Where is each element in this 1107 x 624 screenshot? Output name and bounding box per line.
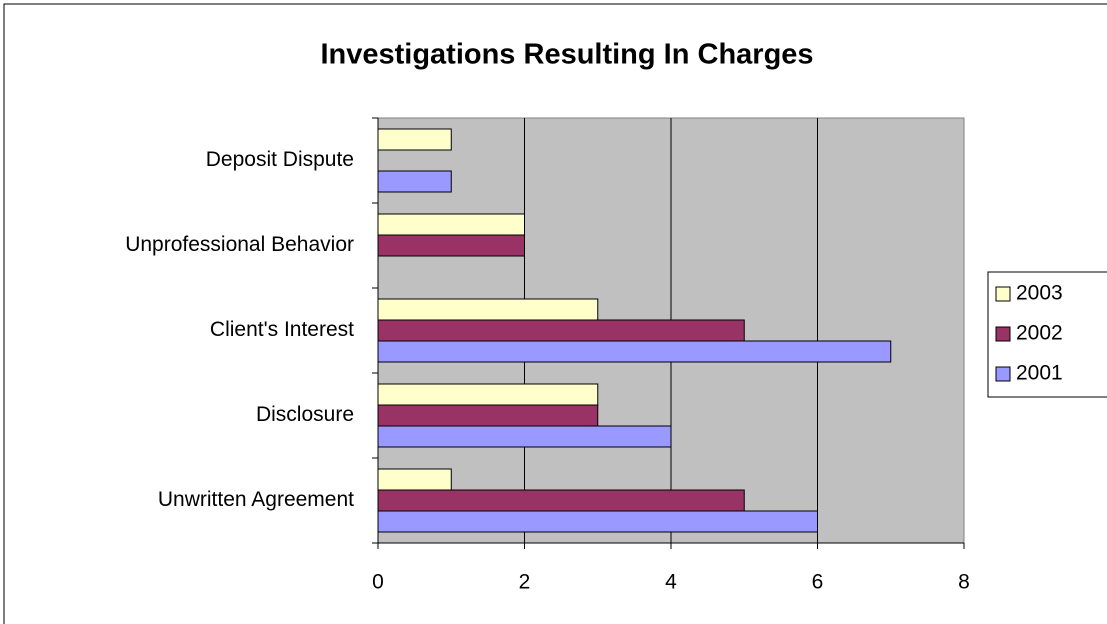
y-tick-label: Unwritten Agreement: [158, 488, 354, 511]
chart-title: Investigations Resulting In Charges: [320, 39, 813, 71]
bar: [377, 213, 525, 236]
x-tick-label: 0: [372, 571, 384, 594]
x-tick-label: 8: [958, 571, 970, 594]
legend-swatch: [995, 366, 1011, 382]
bar: [377, 404, 599, 427]
bar: [377, 489, 745, 512]
y-tick-label: Disclosure: [256, 403, 354, 426]
x-tick-label: 4: [665, 571, 677, 594]
x-tick-label: 6: [812, 571, 824, 594]
bar: [377, 468, 452, 491]
y-tick-label: Deposit Dispute: [206, 148, 354, 171]
legend-swatch: [995, 326, 1011, 342]
bar: [377, 383, 599, 406]
bar: [377, 319, 745, 342]
bar: [377, 340, 892, 363]
bar: [377, 128, 452, 151]
legend-label: 2002: [1016, 322, 1063, 345]
y-tick-label: Unprofessional Behavior: [125, 233, 354, 256]
bar: [377, 234, 525, 257]
bar: [377, 510, 818, 533]
bar: [377, 298, 599, 321]
x-tick-label: 2: [519, 571, 531, 594]
bar: [377, 425, 672, 448]
bar: [377, 170, 452, 193]
y-tick-label: Client's Interest: [210, 318, 354, 341]
legend-label: 2001: [1016, 362, 1063, 385]
legend-label: 2003: [1016, 282, 1063, 305]
legend-swatch: [995, 286, 1011, 302]
